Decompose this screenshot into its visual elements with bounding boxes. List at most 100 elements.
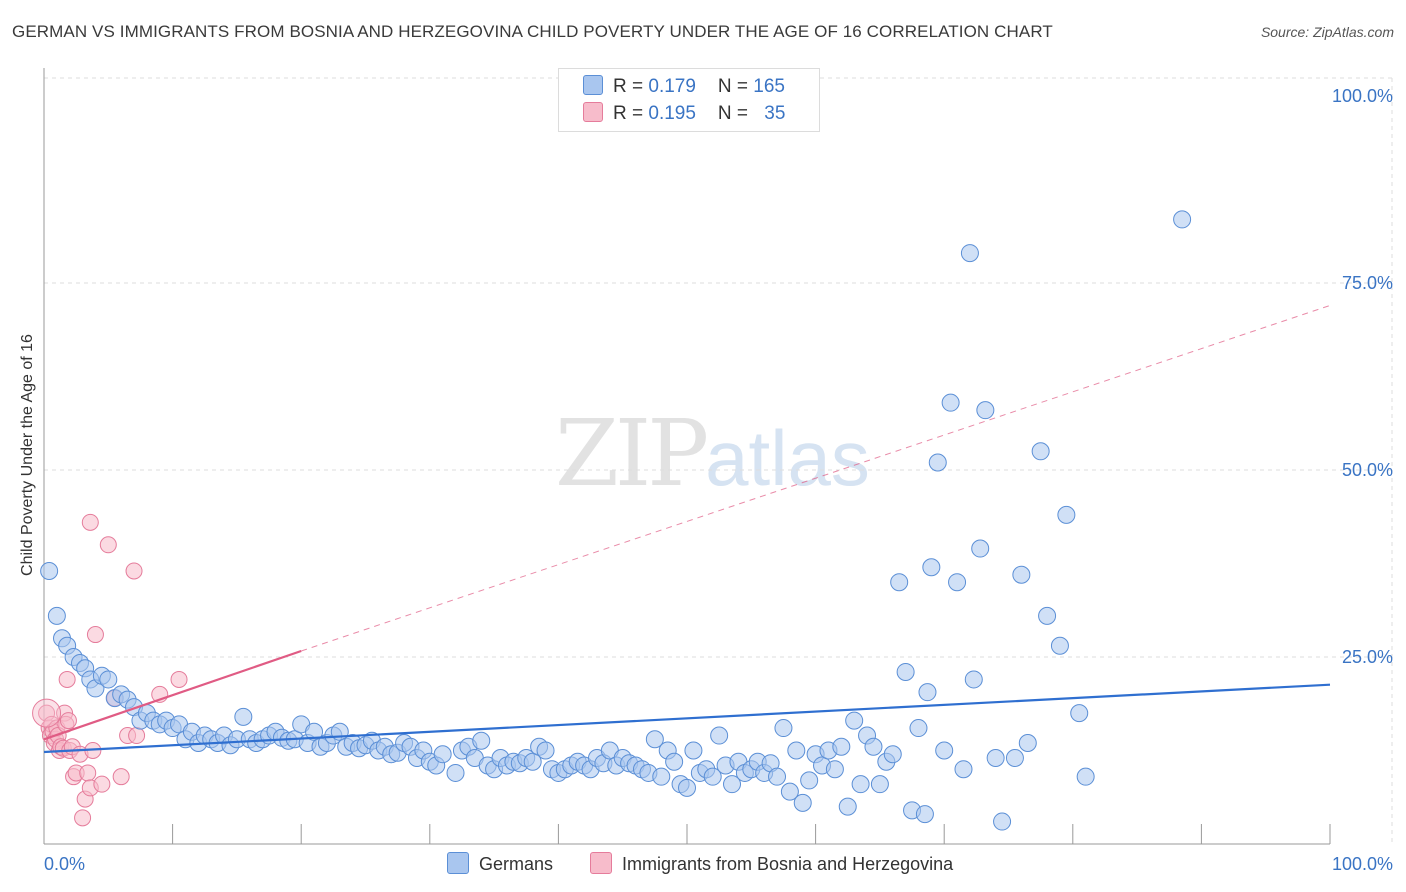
bosnia-legend-label: Immigrants from Bosnia and Herzegovina [622,854,954,874]
germans-point [40,561,59,580]
germans-point [832,737,851,756]
bosnia-point [86,626,104,644]
bosnia-r-label: R = [613,103,649,124]
germans-point [976,401,995,420]
germans-point [845,711,864,730]
germans-point [948,573,967,592]
germans-point [1012,565,1031,584]
germans-point [472,731,491,750]
germans-point [896,662,915,681]
germans-point [1038,606,1057,625]
bosnia-n-value: 35 [764,103,786,124]
bosnia-trend-line [43,649,302,741]
germans-point [935,741,954,760]
germans-point [234,707,253,726]
germans-point [915,805,934,824]
germans-point [1057,505,1076,524]
germans-point [684,741,703,760]
y-tick-label-50: 50.0% [1342,460,1393,480]
germans-point [305,722,324,741]
germans-point [1031,442,1050,461]
germans-point [1076,767,1095,786]
watermark-atlas: atlas [705,414,870,502]
watermark-zip: ZIP [555,400,709,507]
germans-n-value: 165 [753,76,785,97]
germans-point [1050,636,1069,655]
legend-row-bosnia: R = 0.195 N = 35 [583,102,785,125]
bosnia-point [170,670,188,688]
germans-point [523,752,542,771]
stats-legend: R = 0.179 N = 165 R = 0.195 N = 35 [558,68,820,132]
bosnia-point [81,513,99,531]
bosnia-point [112,768,130,786]
germans-r-value: 0.179 [648,76,696,97]
germans-point [723,775,742,794]
germans-point [986,748,1005,767]
bosnia-point [125,562,143,580]
chart-title: GERMAN VS IMMIGRANTS FROM BOSNIA AND HER… [12,22,1053,41]
germans-point [665,752,684,771]
germans-point [446,763,465,782]
germans-point [941,393,960,412]
bosnia-point [58,670,76,688]
germans-point [768,767,787,786]
germans-point [678,778,696,797]
germans-legend-swatch [447,852,469,874]
germans-point [838,797,857,816]
germans-point [954,760,973,779]
germans-point [47,606,66,625]
germans-point [890,573,909,592]
germans-point [964,670,983,689]
bottom-legend-bosnia: Immigrants from Bosnia and Herzegovina [590,852,953,875]
trend-lines [301,304,1331,652]
germans-point [851,775,870,794]
germans-point [703,767,722,786]
germans-point [864,737,883,756]
germans-point [710,726,729,745]
germans-point [780,782,799,801]
germans-r-label: R = [613,76,649,97]
bosnia-point [128,727,146,745]
bosnia-point [79,764,97,782]
bosnia-point [32,698,62,728]
tick-labels: 25.0% 50.0% 75.0% 100.0% 0.0% 100.0% [44,86,1393,874]
y-tick-label-100: 100.0% [1332,86,1393,106]
bosnia-point [74,809,92,827]
bosnia-points [32,513,188,827]
germans-point [960,244,979,263]
germans-point [652,767,671,786]
bosnia-legend-swatch [590,852,612,874]
germans-point [99,670,118,689]
trend-lines-front [43,649,1331,754]
germans-trend-line [43,683,1331,754]
germans-point [928,453,947,472]
y-tick-label-75: 75.0% [1342,273,1393,293]
germans-point [918,683,937,702]
source-label: Source: ZipAtlas.com [1260,24,1394,40]
germans-point [1005,748,1024,767]
bottom-legend-germans: Germans [447,852,553,875]
y-tick-label-25: 25.0% [1342,647,1393,667]
bosnia-point [99,536,117,554]
germans-points [40,210,1192,831]
germans-point [774,719,793,738]
germans-point [1173,210,1192,229]
watermark: ZIPatlas [555,400,870,507]
germans-point [800,771,819,790]
germans-n-label: N = [717,76,754,97]
bosnia-n-label: N = [717,103,754,124]
germans-point [787,741,806,760]
germans-point [971,539,990,558]
bosnia-r-value: 0.195 [648,103,696,124]
germans-point [645,730,664,749]
germans-point [825,760,844,779]
legend-row-germans: R = 0.179 N = 165 [583,75,785,98]
germans-point [793,793,812,812]
germans-point [922,558,941,577]
bosnia-point [93,775,111,793]
germans-point [536,741,555,760]
germans-swatch [583,75,603,95]
x-tick-label-0: 0.0% [44,854,85,874]
bosnia-point [59,712,77,730]
